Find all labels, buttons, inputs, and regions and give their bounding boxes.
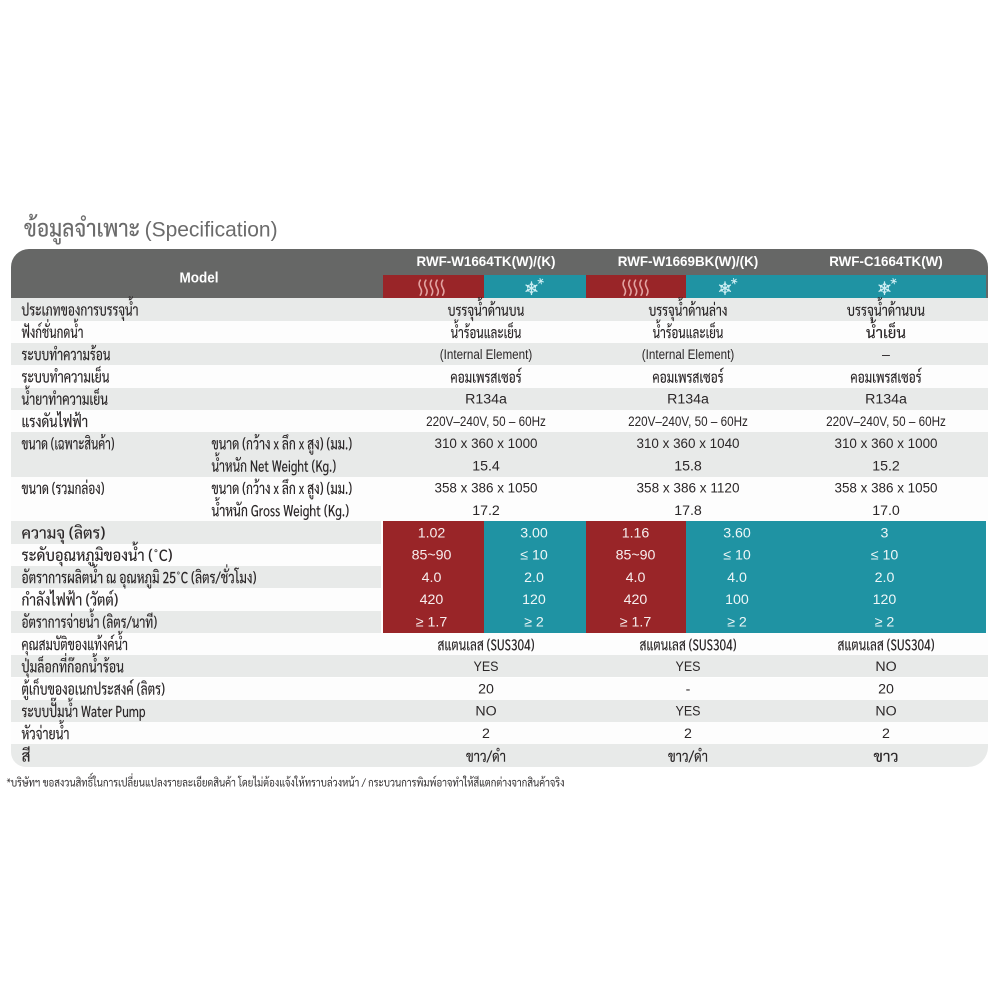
svg-text:≥ 2: ≥ 2 xyxy=(727,615,747,631)
svg-text:2: 2 xyxy=(684,726,692,742)
svg-text:2.0: 2.0 xyxy=(524,570,544,586)
svg-text:3.60: 3.60 xyxy=(723,525,751,541)
svg-text:4.0: 4.0 xyxy=(727,570,747,586)
svg-text:120: 120 xyxy=(873,592,897,608)
svg-text:≥ 2: ≥ 2 xyxy=(875,615,895,631)
svg-text:17.0: 17.0 xyxy=(872,503,900,519)
svg-text:310 x 360 x 1000: 310 x 360 x 1000 xyxy=(835,436,938,452)
svg-text:20: 20 xyxy=(878,681,894,697)
svg-text:15.2: 15.2 xyxy=(872,458,900,474)
svg-text:310 x 360 x 1000: 310 x 360 x 1000 xyxy=(435,436,538,452)
svg-text:2.0: 2.0 xyxy=(875,570,895,586)
svg-text:358 x 386 x 1050: 358 x 386 x 1050 xyxy=(435,481,538,497)
svg-text:3.00: 3.00 xyxy=(520,525,548,541)
svg-text:1.02: 1.02 xyxy=(418,525,446,541)
svg-text:RWF-W1669BK(W)/(K): RWF-W1669BK(W)/(K) xyxy=(618,254,759,269)
svg-text:4.0: 4.0 xyxy=(422,570,442,586)
svg-text:(Internal Element): (Internal Element) xyxy=(642,347,734,363)
svg-text:-: - xyxy=(686,681,691,697)
svg-text:17.2: 17.2 xyxy=(472,503,500,519)
svg-text:≤ 10: ≤ 10 xyxy=(723,548,751,564)
svg-text:310 x 360 x 1040: 310 x 360 x 1040 xyxy=(637,436,740,452)
svg-text:–: – xyxy=(882,347,890,363)
svg-text:RWF-W1664TK(W)/(K): RWF-W1664TK(W)/(K) xyxy=(417,254,556,269)
svg-text:85~90: 85~90 xyxy=(616,548,656,564)
svg-text:R134a: R134a xyxy=(865,392,907,408)
svg-text:≤ 10: ≤ 10 xyxy=(871,548,899,564)
svg-text:358 x 386 x 1050: 358 x 386 x 1050 xyxy=(835,481,938,497)
svg-text:20: 20 xyxy=(478,681,494,697)
svg-text:NO: NO xyxy=(875,704,896,720)
svg-text:85~90: 85~90 xyxy=(412,548,452,564)
svg-text:17.8: 17.8 xyxy=(674,503,702,519)
svg-text:Model: Model xyxy=(180,270,219,286)
svg-text:RWF-C1664TK(W): RWF-C1664TK(W) xyxy=(829,254,943,269)
svg-text:≥ 1.7: ≥ 1.7 xyxy=(416,615,448,631)
svg-text:YES: YES xyxy=(474,659,499,675)
svg-text:120: 120 xyxy=(522,592,546,608)
svg-text:YES: YES xyxy=(676,659,701,675)
svg-text:4.0: 4.0 xyxy=(626,570,646,586)
svg-text:420: 420 xyxy=(624,592,648,608)
svg-text:YES: YES xyxy=(676,704,701,720)
svg-text:3: 3 xyxy=(881,525,889,541)
svg-text:(Specification): (Specification) xyxy=(145,218,278,242)
svg-text:(Internal Element): (Internal Element) xyxy=(440,347,532,363)
svg-text:2: 2 xyxy=(482,726,490,742)
svg-text:≥ 2: ≥ 2 xyxy=(524,615,544,631)
svg-text:100: 100 xyxy=(725,592,749,608)
svg-text:1.16: 1.16 xyxy=(622,525,650,541)
svg-text:R134a: R134a xyxy=(667,392,709,408)
svg-text:15.8: 15.8 xyxy=(674,458,702,474)
svg-text:220V–240V, 50 – 60Hz: 220V–240V, 50 – 60Hz xyxy=(628,414,748,430)
svg-text:220V–240V, 50 – 60Hz: 220V–240V, 50 – 60Hz xyxy=(826,414,946,430)
svg-text:≤ 10: ≤ 10 xyxy=(520,548,548,564)
svg-text:R134a: R134a xyxy=(465,392,507,408)
svg-text:15.4: 15.4 xyxy=(472,458,500,474)
svg-text:420: 420 xyxy=(420,592,444,608)
svg-text:NO: NO xyxy=(875,659,896,675)
svg-text:220V–240V, 50 – 60Hz: 220V–240V, 50 – 60Hz xyxy=(426,414,546,430)
svg-text:≥ 1.7: ≥ 1.7 xyxy=(620,615,652,631)
svg-text:NO: NO xyxy=(475,704,496,720)
svg-text:358 x 386 x 1120: 358 x 386 x 1120 xyxy=(637,481,740,497)
svg-text:2: 2 xyxy=(882,726,890,742)
